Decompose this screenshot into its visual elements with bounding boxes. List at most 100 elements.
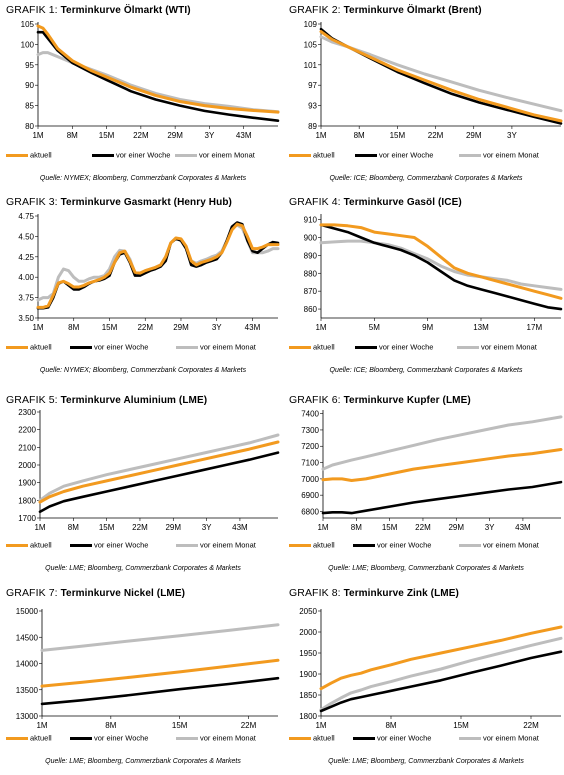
legend-label: aktuell [313,342,335,352]
chart-legend: aktuell vor einer Woche vor einem Monat [289,342,563,352]
x-tick-label: 15M [390,131,406,140]
x-tick-label: 43M [245,323,261,332]
chart-title-8: GRAFIK 8: Terminkurve Zink (LME) [289,587,459,599]
chart-prefix: GRAFIK 6: [289,394,341,406]
legend-label: vor einer Woche [116,150,171,160]
legend-label: vor einem Monat [481,342,537,352]
series-line-monat [319,239,563,291]
legend-swatch [176,736,198,740]
x-tick-label: 3Y [485,523,495,532]
legend-swatch [70,345,92,349]
series-line-aktuell [36,24,280,114]
y-tick-label: 85 [25,102,34,111]
legend-swatch [457,345,479,349]
y-tick-label: 7000 [301,475,319,484]
series-line-monat [319,35,563,113]
y-tick-label: 860 [304,305,318,314]
y-tick-label: 1950 [299,649,317,658]
chart-panel-2: GRAFIK 2: Terminkurve Ölmarkt (Brent) 109… [285,2,564,192]
legend-item: vor einer Woche [353,540,431,550]
x-tick-label: 15M [172,721,188,730]
legend-swatch [70,543,92,547]
legend-swatch [353,543,375,547]
x-tick-label: 29M [173,323,189,332]
x-tick-label: 22M [132,523,148,532]
legend-label: vor einer Woche [94,540,149,550]
y-tick-label: 4.00 [18,273,34,282]
legend-swatch [459,153,481,157]
legend-swatch [176,543,198,547]
legend-item: vor einer Woche [92,150,170,160]
x-tick-label: 15M [453,721,469,730]
chart-title-7: GRAFIK 7: Terminkurve Nickel (LME) [6,587,185,599]
y-tick-label: 2300 [18,408,36,417]
chart-source: Quelle: NYMEX; Bloomberg, Commerzbank Co… [39,367,247,374]
x-tick-label: 43M [232,523,248,532]
series-line-woche [36,30,280,122]
legend-label: vor einer Woche [379,150,434,160]
y-tick-label: 4.50 [18,232,34,241]
legend-item: aktuell [6,150,52,160]
x-tick-label: 43M [515,523,531,532]
chart-panel-5: GRAFIK 5: Terminkurve Aluminium (LME) 230… [2,392,284,582]
x-tick-label: 13M [473,323,489,332]
chart-prefix: GRAFIK 8: [289,587,341,599]
legend-swatch [459,543,481,547]
x-tick-label: 3Y [212,323,222,332]
y-tick-label: 95 [25,61,34,70]
legend-item: vor einer Woche [70,342,148,352]
legend-label: aktuell [313,540,335,550]
chart-legend: aktuell vor einer Woche vor einem Monat [6,150,280,160]
y-tick-label: 1800 [18,496,36,505]
chart-legend: aktuell vor einer Woche vor einem Monat [289,150,563,160]
chart-legend: aktuell vor einer Woche vor einem Monat [289,733,563,743]
chart-source: Quelle: NYMEX; Bloomberg, Commerzbank Co… [39,175,247,182]
legend-label: aktuell [30,150,52,160]
legend-swatch [175,153,197,157]
chart-prefix: GRAFIK 2: [289,4,341,16]
y-tick-label: 15000 [16,607,39,616]
y-tick-label: 90 [25,81,34,90]
x-tick-label: 1M [317,523,328,532]
legend-label: vor einem Monat [483,150,539,160]
chart-source: Quelle: LME; Bloomberg, Commerzbank Corp… [328,758,524,765]
chart-title-text: Terminkurve Ölmarkt (WTI) [60,5,191,16]
legend-item: vor einem Monat [175,150,255,160]
series-line-monat [36,51,280,114]
x-tick-label: 9M [422,323,433,332]
y-tick-label: 1800 [299,712,317,721]
legend-item: vor einer Woche [355,150,433,160]
x-tick-label: 15M [99,131,115,140]
y-tick-label: 1900 [299,670,317,679]
legend-item: vor einem Monat [457,342,537,352]
chart-source: Quelle: ICE; Bloomberg, Commerzbank Corp… [329,367,523,374]
legend-swatch [289,736,311,740]
chart-source: Quelle: LME; Bloomberg, Commerzbank Corp… [45,758,241,765]
legend-item: aktuell [6,342,52,352]
chart-prefix: GRAFIK 4: [289,196,341,208]
y-tick-label: 6900 [301,491,319,500]
legend-item: vor einem Monat [459,540,539,550]
legend-item: aktuell [289,733,335,743]
y-tick-label: 105 [21,20,35,29]
legend-label: vor einer Woche [377,733,432,743]
series-line-monat [321,415,563,471]
y-tick-label: 2050 [299,607,317,616]
chart-source: Quelle: LME; Bloomberg, Commerzbank Corp… [45,565,241,572]
legend-label: aktuell [30,733,52,743]
x-tick-label: 8M [67,131,78,140]
x-tick-label: 8M [68,523,79,532]
chart-title-6: GRAFIK 6: Terminkurve Kupfer (LME) [289,394,471,406]
y-tick-label: 900 [304,233,318,242]
legend-item: aktuell [6,733,52,743]
x-tick-label: 3Y [202,523,212,532]
legend-item: vor einer Woche [353,733,431,743]
series-line-woche [38,451,280,514]
legend-label: vor einer Woche [94,733,149,743]
x-tick-label: 5M [369,323,380,332]
legend-label: vor einer Woche [94,342,149,352]
legend-item: vor einem Monat [176,540,256,550]
legend-item: vor einer Woche [70,733,148,743]
legend-item: aktuell [6,540,52,550]
